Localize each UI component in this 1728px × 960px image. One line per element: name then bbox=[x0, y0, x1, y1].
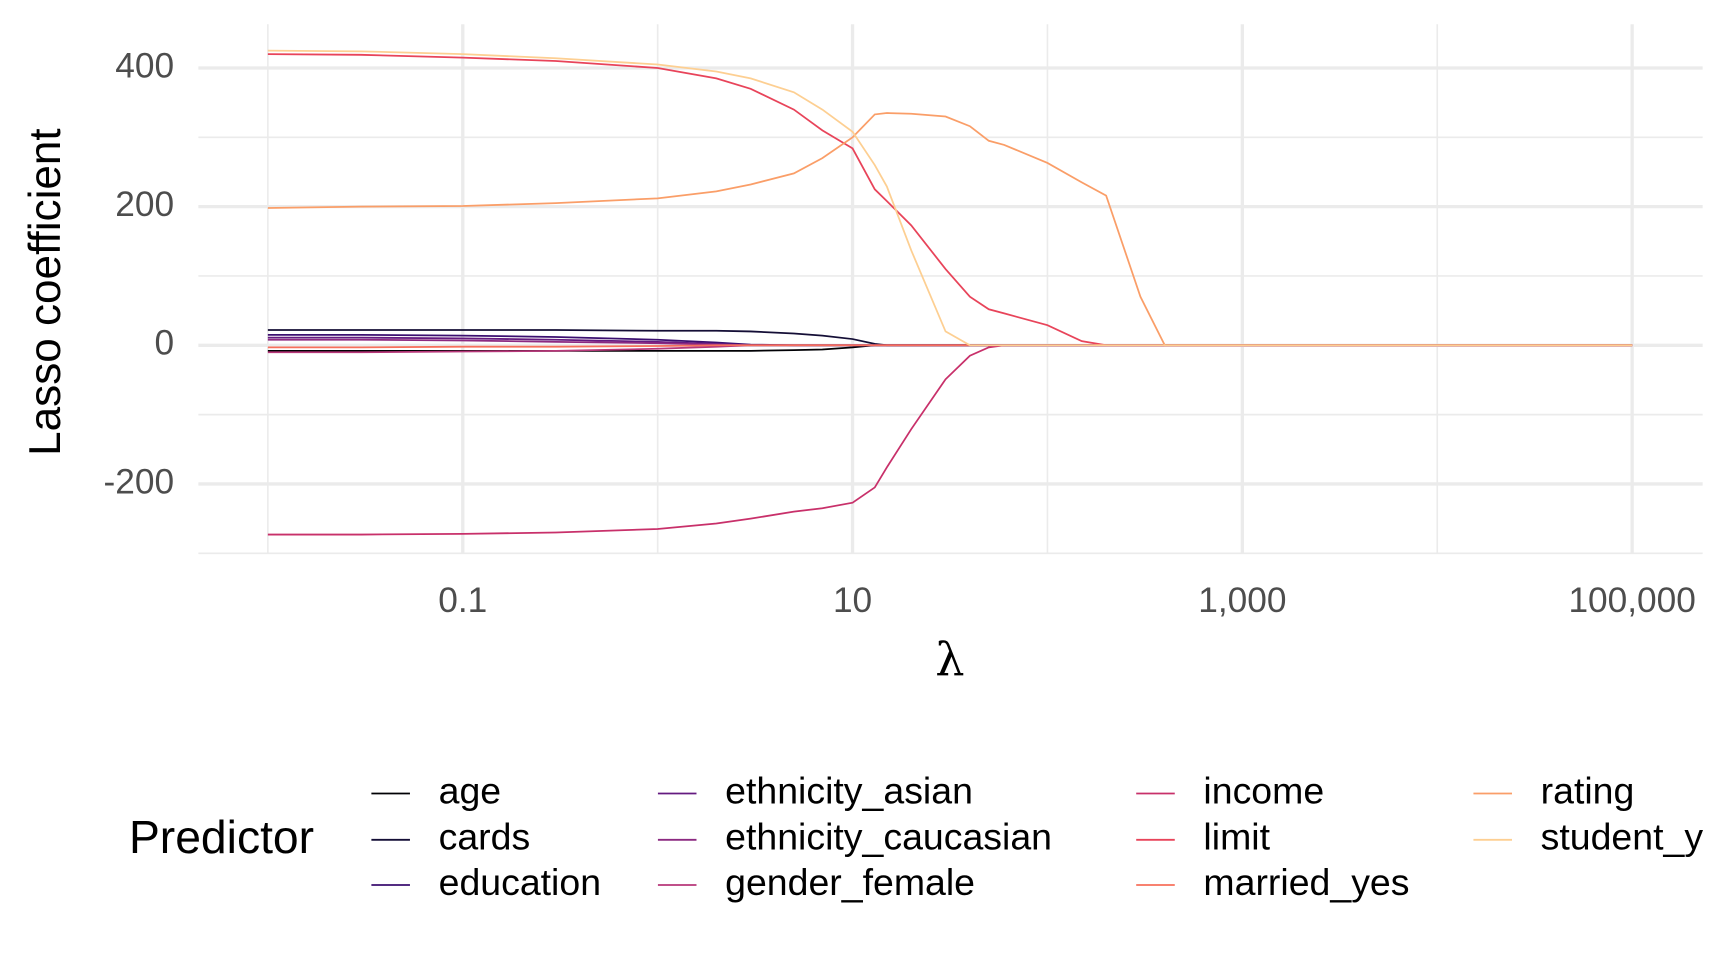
x-tick-label: 0.1 bbox=[438, 581, 487, 620]
grid: -200 0 200 400 0.1 10 1,000 100,000 bbox=[104, 24, 1703, 620]
series-line bbox=[267, 49, 1633, 347]
legend-label: gender_female bbox=[725, 861, 975, 903]
x-tick-label: 100,000 bbox=[1568, 581, 1695, 620]
y-tick-label: 200 bbox=[115, 185, 174, 224]
legend-title: Predictor bbox=[129, 811, 314, 863]
legend-label: married_yes bbox=[1203, 861, 1409, 903]
legend-label: age bbox=[439, 769, 502, 811]
legend-label: education bbox=[439, 861, 601, 903]
legend-label: limit bbox=[1203, 816, 1270, 858]
legend-label: ethnicity_caucasian bbox=[725, 816, 1052, 858]
y-axis-title: Lasso coefficient bbox=[21, 128, 70, 456]
x-tick-label: 1,000 bbox=[1198, 581, 1286, 620]
legend-label: rating bbox=[1541, 769, 1635, 811]
lines bbox=[267, 49, 1633, 536]
y-tick-label: 400 bbox=[115, 46, 174, 85]
legend-label: cards bbox=[439, 816, 531, 858]
x-tick-label: 10 bbox=[833, 581, 872, 620]
y-tick-label: -200 bbox=[104, 462, 175, 501]
legend-label: income bbox=[1203, 769, 1324, 811]
x-axis-title: λ bbox=[935, 632, 964, 686]
y-tick-label: 0 bbox=[155, 324, 175, 363]
series-line bbox=[267, 112, 1633, 347]
legend-label: ethnicity_asian bbox=[725, 769, 973, 811]
legend-label: student_y bbox=[1541, 816, 1704, 858]
